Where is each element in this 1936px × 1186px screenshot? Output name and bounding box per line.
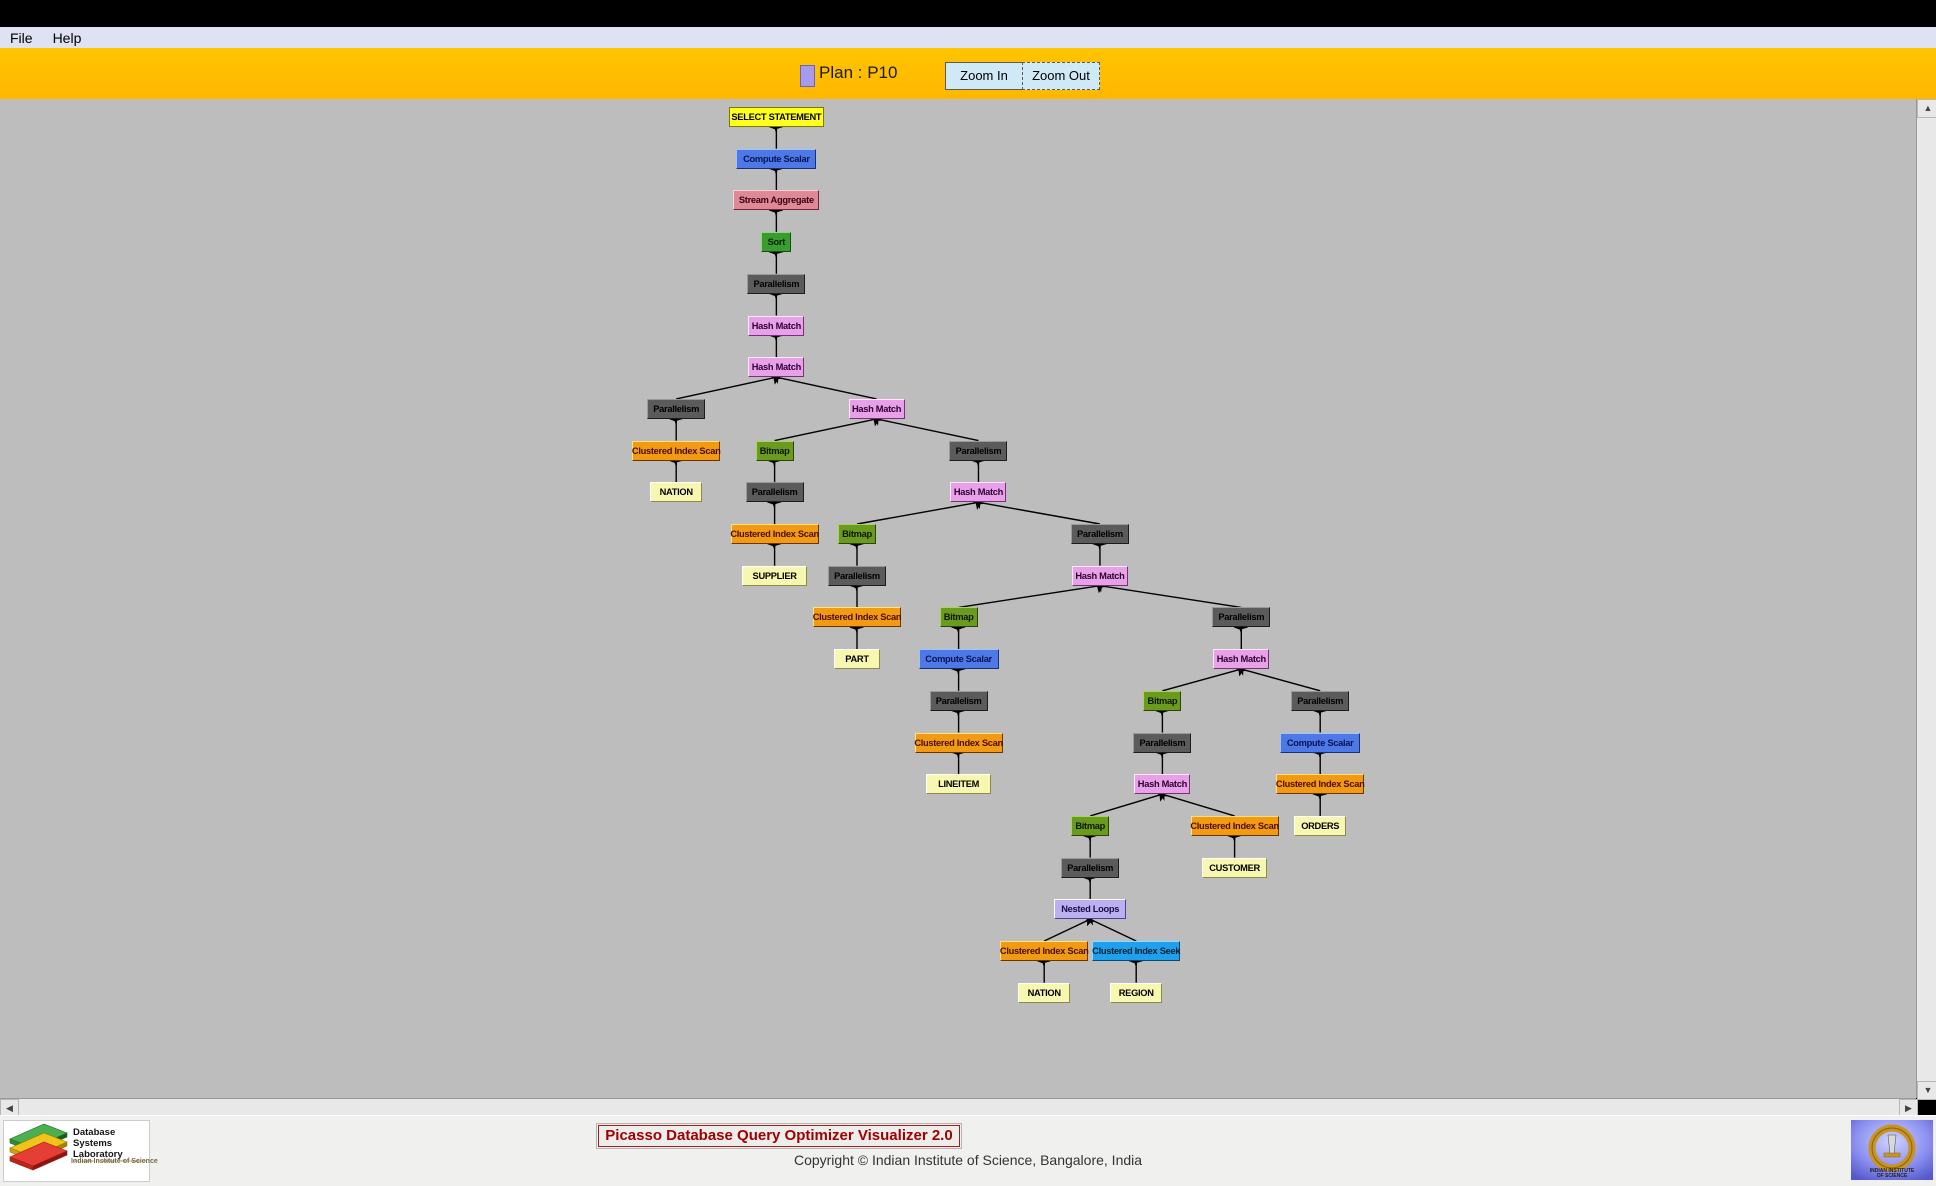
svg-text:Database: Database: [73, 1127, 115, 1138]
svg-text:OF SCIENCE: OF SCIENCE: [1877, 1173, 1908, 1179]
svg-text:Systems: Systems: [73, 1138, 112, 1149]
